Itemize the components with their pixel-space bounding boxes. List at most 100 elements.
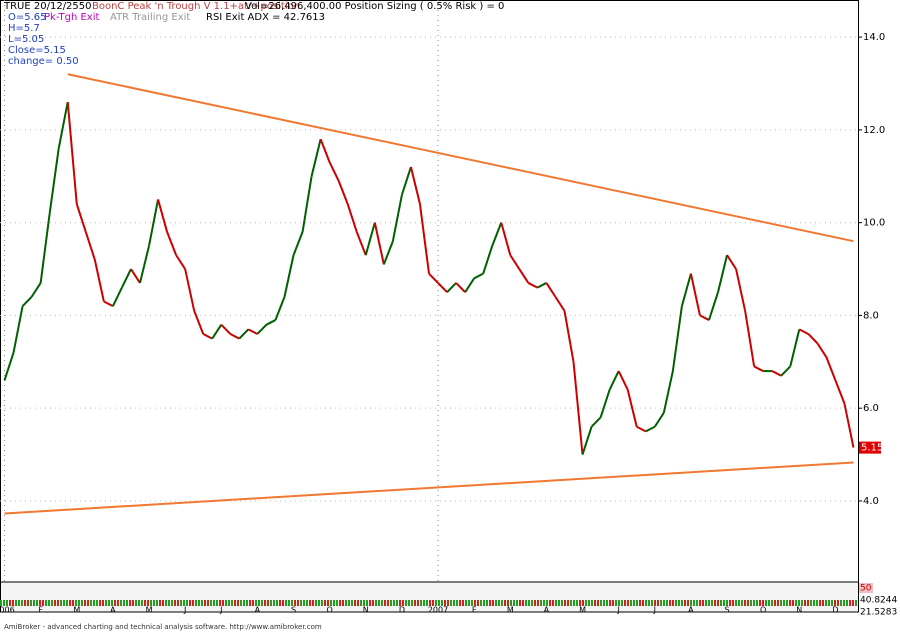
volume-tick — [675, 600, 677, 606]
volume-tick — [417, 600, 419, 606]
price-segment — [518, 268, 530, 284]
volume-tick — [63, 600, 65, 606]
volume-tick — [750, 600, 752, 606]
price-segment — [744, 310, 756, 367]
volume-tick — [78, 600, 80, 606]
trend-line — [67, 73, 854, 243]
volume-tick — [375, 600, 377, 606]
volume-tick — [321, 600, 323, 606]
price-segment — [48, 148, 60, 214]
price-segment — [418, 203, 430, 274]
volume-tick — [669, 600, 671, 606]
x-tick-label: J — [219, 606, 222, 615]
volume-tick — [498, 600, 500, 606]
volume-tick — [504, 600, 506, 606]
volume-tick — [441, 600, 443, 606]
y-tick-label: 12.0 — [863, 125, 885, 136]
volume-tick — [726, 600, 728, 606]
volume-tick — [6, 600, 8, 606]
x-tick-label: F — [472, 606, 477, 615]
volume-tick — [54, 600, 56, 606]
volume-tick — [240, 600, 242, 606]
volume-tick — [33, 600, 35, 606]
volume-tick — [489, 600, 491, 606]
volume-tick — [462, 600, 464, 606]
volume-tick — [513, 600, 515, 606]
last-value-label: 5.15 — [861, 443, 883, 454]
volume-tick — [825, 600, 827, 606]
price-segment — [21, 296, 33, 307]
volume-tick — [303, 600, 305, 606]
x-tick-label: 2007 — [428, 606, 448, 615]
volume-tick — [639, 600, 641, 606]
volume-tick — [645, 600, 647, 606]
volume-tick — [558, 600, 560, 606]
price-segment — [75, 203, 87, 233]
high: H=5.7 — [8, 23, 40, 34]
volume-tick — [534, 600, 536, 606]
price-segment — [229, 333, 240, 340]
volume-tick — [3, 600, 5, 606]
volume-tick — [798, 600, 800, 606]
price-segment — [382, 240, 394, 265]
volume-tick — [99, 600, 101, 606]
volume-tick — [192, 600, 194, 606]
volume-tick — [324, 600, 326, 606]
price-segment — [843, 403, 855, 448]
price-segment — [717, 254, 729, 293]
price-segment — [527, 282, 538, 289]
price-segment — [256, 323, 268, 335]
volume-tick — [48, 600, 50, 606]
volume-tick — [117, 600, 119, 606]
price-segment — [184, 268, 196, 311]
volume-tick — [435, 600, 437, 606]
price-segment — [373, 222, 385, 265]
price-segment — [283, 254, 295, 298]
volume-tick — [390, 600, 392, 606]
volume-tick — [51, 600, 53, 606]
volume-tick — [153, 600, 155, 606]
x-tick-label: M — [146, 606, 153, 615]
volume-tick — [852, 600, 854, 606]
x-tick-label: N — [363, 606, 369, 615]
y-tick-label: 6.0 — [863, 403, 879, 414]
volume-tick — [450, 600, 452, 606]
volume-tick — [294, 600, 296, 606]
price-segment — [500, 222, 512, 256]
price-segment — [428, 272, 439, 284]
volume-tick — [195, 600, 197, 606]
volume-tick — [819, 600, 821, 606]
volume-tick — [753, 600, 755, 606]
price-segment — [247, 328, 258, 335]
volume-tick — [732, 600, 734, 606]
price-segment — [193, 310, 205, 335]
volume-tick — [366, 600, 368, 606]
volume-tick — [711, 600, 713, 606]
x-tick-label: N — [796, 606, 802, 615]
price-segment — [166, 231, 178, 256]
volume-tick — [453, 600, 455, 606]
volume-tick — [111, 600, 113, 606]
volume-tick — [420, 600, 422, 606]
price-segment — [364, 222, 376, 256]
volume-tick — [621, 600, 623, 606]
volume-tick — [267, 600, 269, 606]
volume-tick — [279, 600, 281, 606]
volume-tick — [849, 600, 851, 606]
volume-tick — [627, 600, 629, 606]
volume-tick — [408, 600, 410, 606]
volume-tick — [657, 600, 659, 606]
price-segment — [617, 370, 629, 391]
volume-tick — [591, 600, 593, 606]
volume-tick — [615, 600, 617, 606]
volume-tick — [261, 600, 263, 606]
volume-tick — [378, 600, 380, 606]
volume-tick — [546, 600, 548, 606]
volume-tick — [423, 600, 425, 606]
volume-tick — [0, 600, 2, 606]
volume-tick — [300, 600, 302, 606]
volume-tick — [12, 600, 14, 606]
price-segment — [771, 370, 782, 377]
volume-tick — [15, 600, 17, 606]
